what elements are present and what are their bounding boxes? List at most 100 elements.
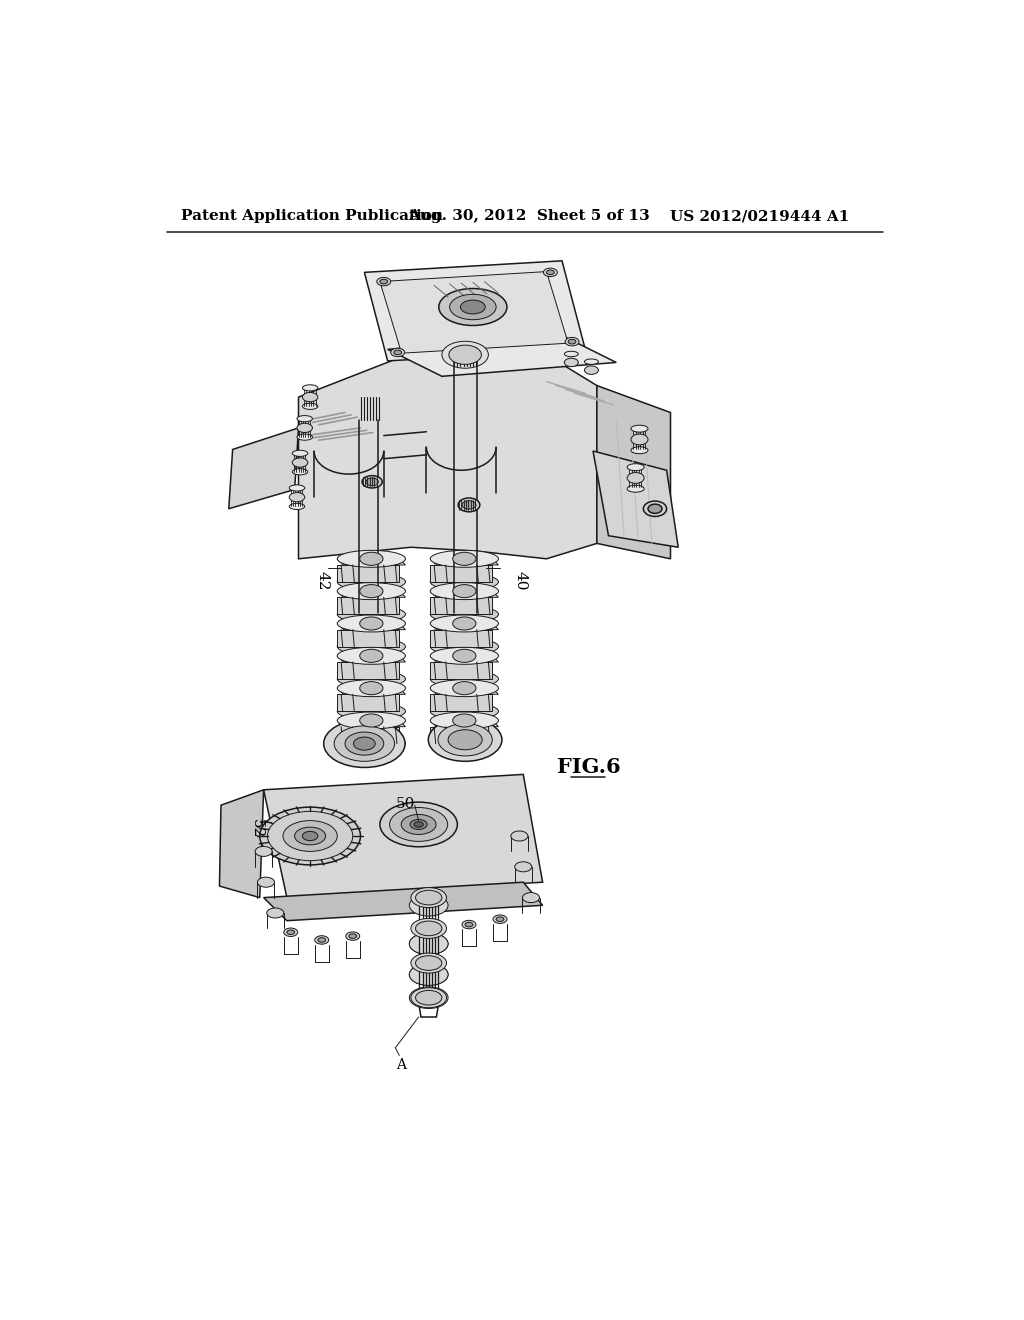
Polygon shape [430, 688, 499, 694]
Ellipse shape [643, 502, 667, 516]
Polygon shape [337, 630, 399, 647]
Polygon shape [430, 558, 499, 565]
Ellipse shape [359, 681, 383, 694]
Ellipse shape [337, 711, 406, 729]
Ellipse shape [648, 504, 662, 513]
Ellipse shape [362, 475, 382, 488]
Polygon shape [337, 721, 406, 726]
Text: FIG.6: FIG.6 [556, 756, 621, 776]
Ellipse shape [449, 345, 481, 364]
Ellipse shape [564, 358, 579, 367]
Ellipse shape [438, 723, 493, 756]
Ellipse shape [430, 550, 499, 568]
Polygon shape [299, 350, 597, 558]
Text: 42: 42 [315, 570, 330, 590]
Ellipse shape [430, 606, 499, 623]
Ellipse shape [453, 681, 476, 694]
Ellipse shape [544, 268, 557, 277]
Ellipse shape [289, 484, 305, 491]
Ellipse shape [585, 359, 598, 364]
Ellipse shape [337, 735, 406, 752]
Ellipse shape [337, 671, 406, 688]
Ellipse shape [337, 702, 406, 719]
Ellipse shape [410, 933, 449, 954]
Ellipse shape [430, 647, 499, 664]
Ellipse shape [450, 294, 496, 319]
Polygon shape [337, 597, 399, 614]
Ellipse shape [297, 434, 312, 441]
Ellipse shape [442, 342, 488, 368]
Ellipse shape [430, 711, 499, 729]
Text: Aug. 30, 2012  Sheet 5 of 13: Aug. 30, 2012 Sheet 5 of 13 [409, 209, 650, 223]
Ellipse shape [337, 550, 406, 568]
Ellipse shape [349, 933, 356, 939]
Ellipse shape [410, 964, 449, 985]
Ellipse shape [465, 923, 473, 927]
Polygon shape [430, 630, 493, 647]
Ellipse shape [353, 737, 375, 750]
Polygon shape [337, 694, 399, 711]
Ellipse shape [453, 649, 476, 663]
Ellipse shape [287, 929, 295, 935]
Ellipse shape [289, 503, 305, 510]
Ellipse shape [302, 385, 317, 391]
Ellipse shape [314, 936, 329, 944]
Ellipse shape [430, 638, 499, 655]
Ellipse shape [292, 450, 308, 457]
Ellipse shape [547, 271, 554, 275]
Ellipse shape [453, 714, 476, 727]
Ellipse shape [462, 500, 476, 510]
Ellipse shape [394, 350, 401, 355]
Ellipse shape [631, 446, 648, 454]
Ellipse shape [324, 719, 406, 767]
Ellipse shape [295, 828, 326, 845]
Ellipse shape [366, 478, 378, 486]
Ellipse shape [428, 718, 502, 762]
Ellipse shape [411, 919, 446, 939]
Ellipse shape [631, 434, 648, 445]
Polygon shape [337, 591, 406, 597]
Polygon shape [430, 565, 493, 582]
Polygon shape [593, 451, 678, 548]
Ellipse shape [411, 953, 446, 973]
Polygon shape [430, 694, 493, 711]
Ellipse shape [302, 832, 317, 841]
Ellipse shape [438, 289, 507, 326]
Ellipse shape [522, 892, 540, 903]
Ellipse shape [411, 987, 446, 1007]
Ellipse shape [416, 956, 442, 970]
Polygon shape [337, 656, 406, 663]
Ellipse shape [453, 552, 476, 565]
Ellipse shape [453, 616, 476, 630]
Polygon shape [337, 558, 406, 565]
Ellipse shape [496, 917, 504, 921]
Text: US 2012/0219444 A1: US 2012/0219444 A1 [671, 209, 850, 223]
Ellipse shape [511, 832, 528, 841]
Ellipse shape [430, 702, 499, 719]
Ellipse shape [377, 277, 391, 286]
Polygon shape [337, 663, 399, 678]
Ellipse shape [359, 616, 383, 630]
Ellipse shape [337, 582, 406, 599]
Ellipse shape [565, 338, 579, 346]
Polygon shape [430, 597, 493, 614]
Ellipse shape [346, 932, 359, 940]
Text: Patent Application Publication: Patent Application Publication [180, 209, 442, 223]
Ellipse shape [430, 615, 499, 632]
Polygon shape [430, 721, 499, 726]
Ellipse shape [317, 937, 326, 942]
Polygon shape [219, 789, 263, 898]
Ellipse shape [416, 990, 442, 1005]
Ellipse shape [627, 463, 644, 471]
Ellipse shape [359, 714, 383, 727]
Ellipse shape [380, 280, 388, 284]
Text: 50: 50 [395, 797, 415, 812]
Polygon shape [597, 385, 671, 558]
Ellipse shape [255, 846, 272, 857]
Polygon shape [380, 272, 568, 354]
Ellipse shape [515, 862, 531, 871]
Polygon shape [337, 565, 399, 582]
Polygon shape [430, 663, 493, 678]
Ellipse shape [257, 878, 274, 887]
Ellipse shape [627, 486, 644, 492]
